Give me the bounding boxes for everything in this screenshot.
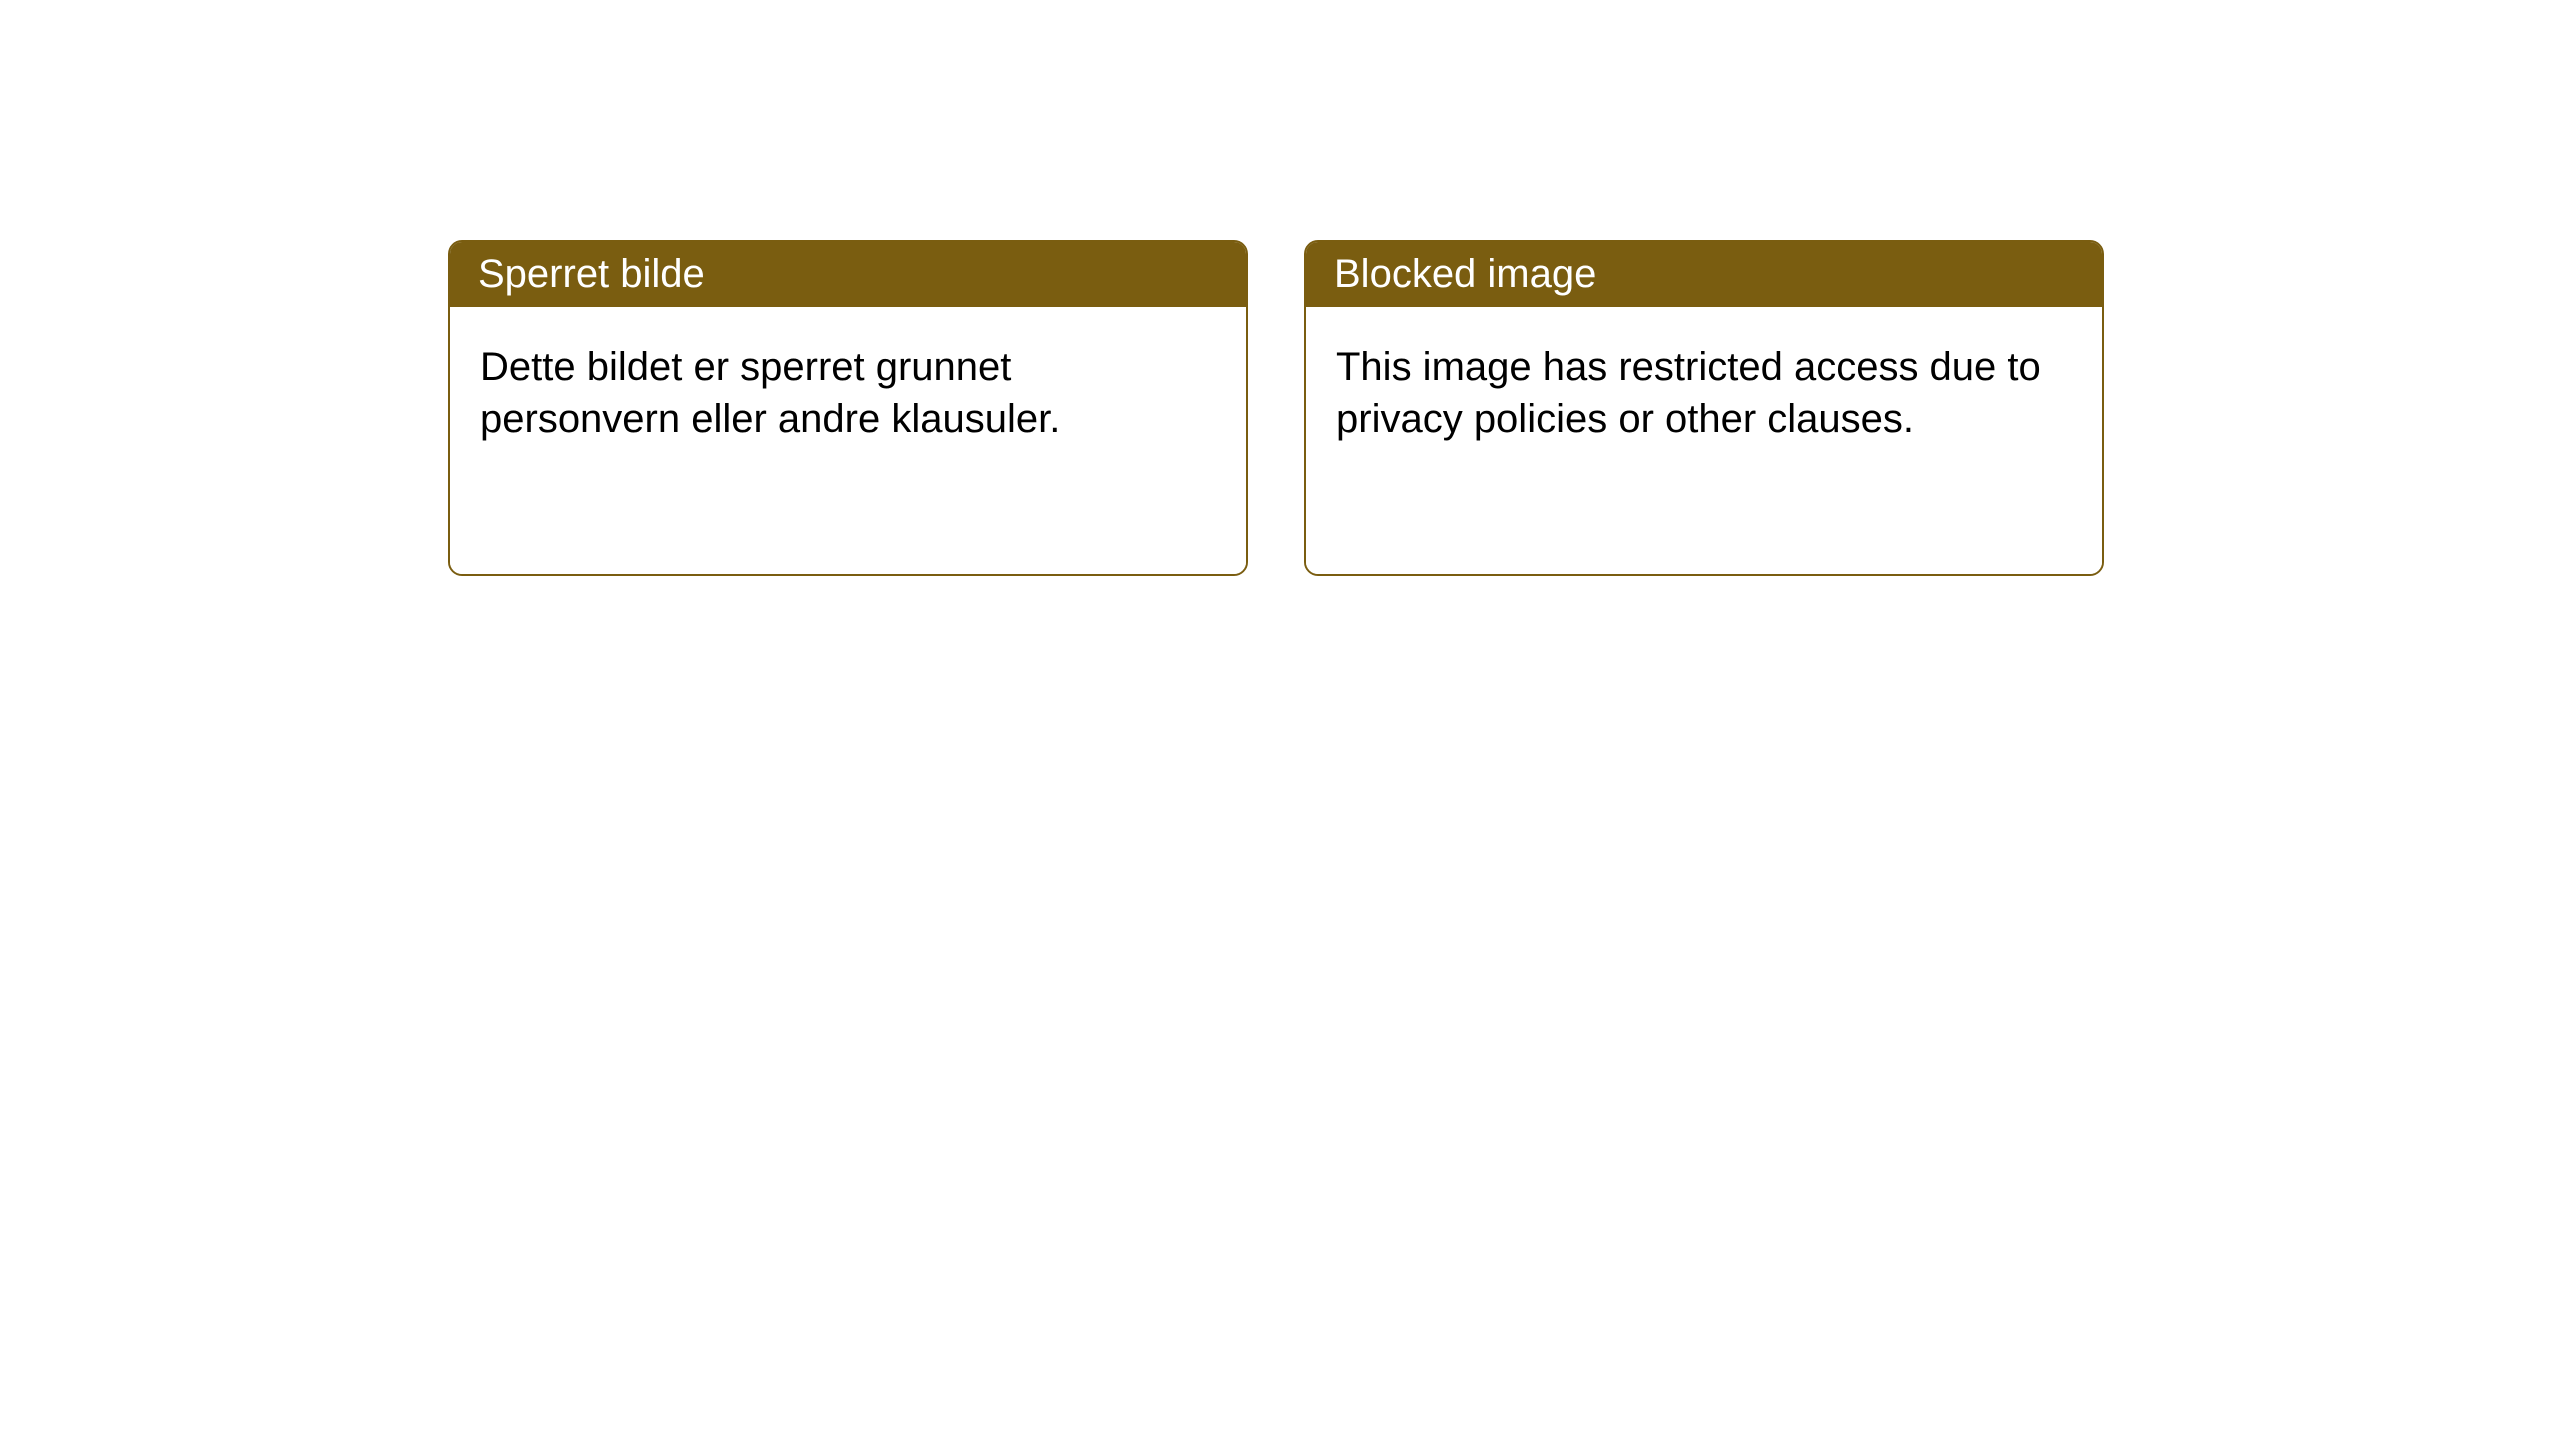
card-header: Blocked image (1306, 242, 2102, 307)
card-body-text: Dette bildet er sperret grunnet personve… (480, 345, 1060, 441)
card-title: Blocked image (1334, 252, 1596, 296)
card-body-text: This image has restricted access due to … (1336, 345, 2041, 441)
notice-container: Sperret bilde Dette bildet er sperret gr… (448, 240, 2104, 576)
card-body: This image has restricted access due to … (1306, 307, 2102, 574)
card-header: Sperret bilde (450, 242, 1246, 307)
notice-card-norwegian: Sperret bilde Dette bildet er sperret gr… (448, 240, 1248, 576)
notice-card-english: Blocked image This image has restricted … (1304, 240, 2104, 576)
card-body: Dette bildet er sperret grunnet personve… (450, 307, 1246, 574)
card-title: Sperret bilde (478, 252, 705, 296)
